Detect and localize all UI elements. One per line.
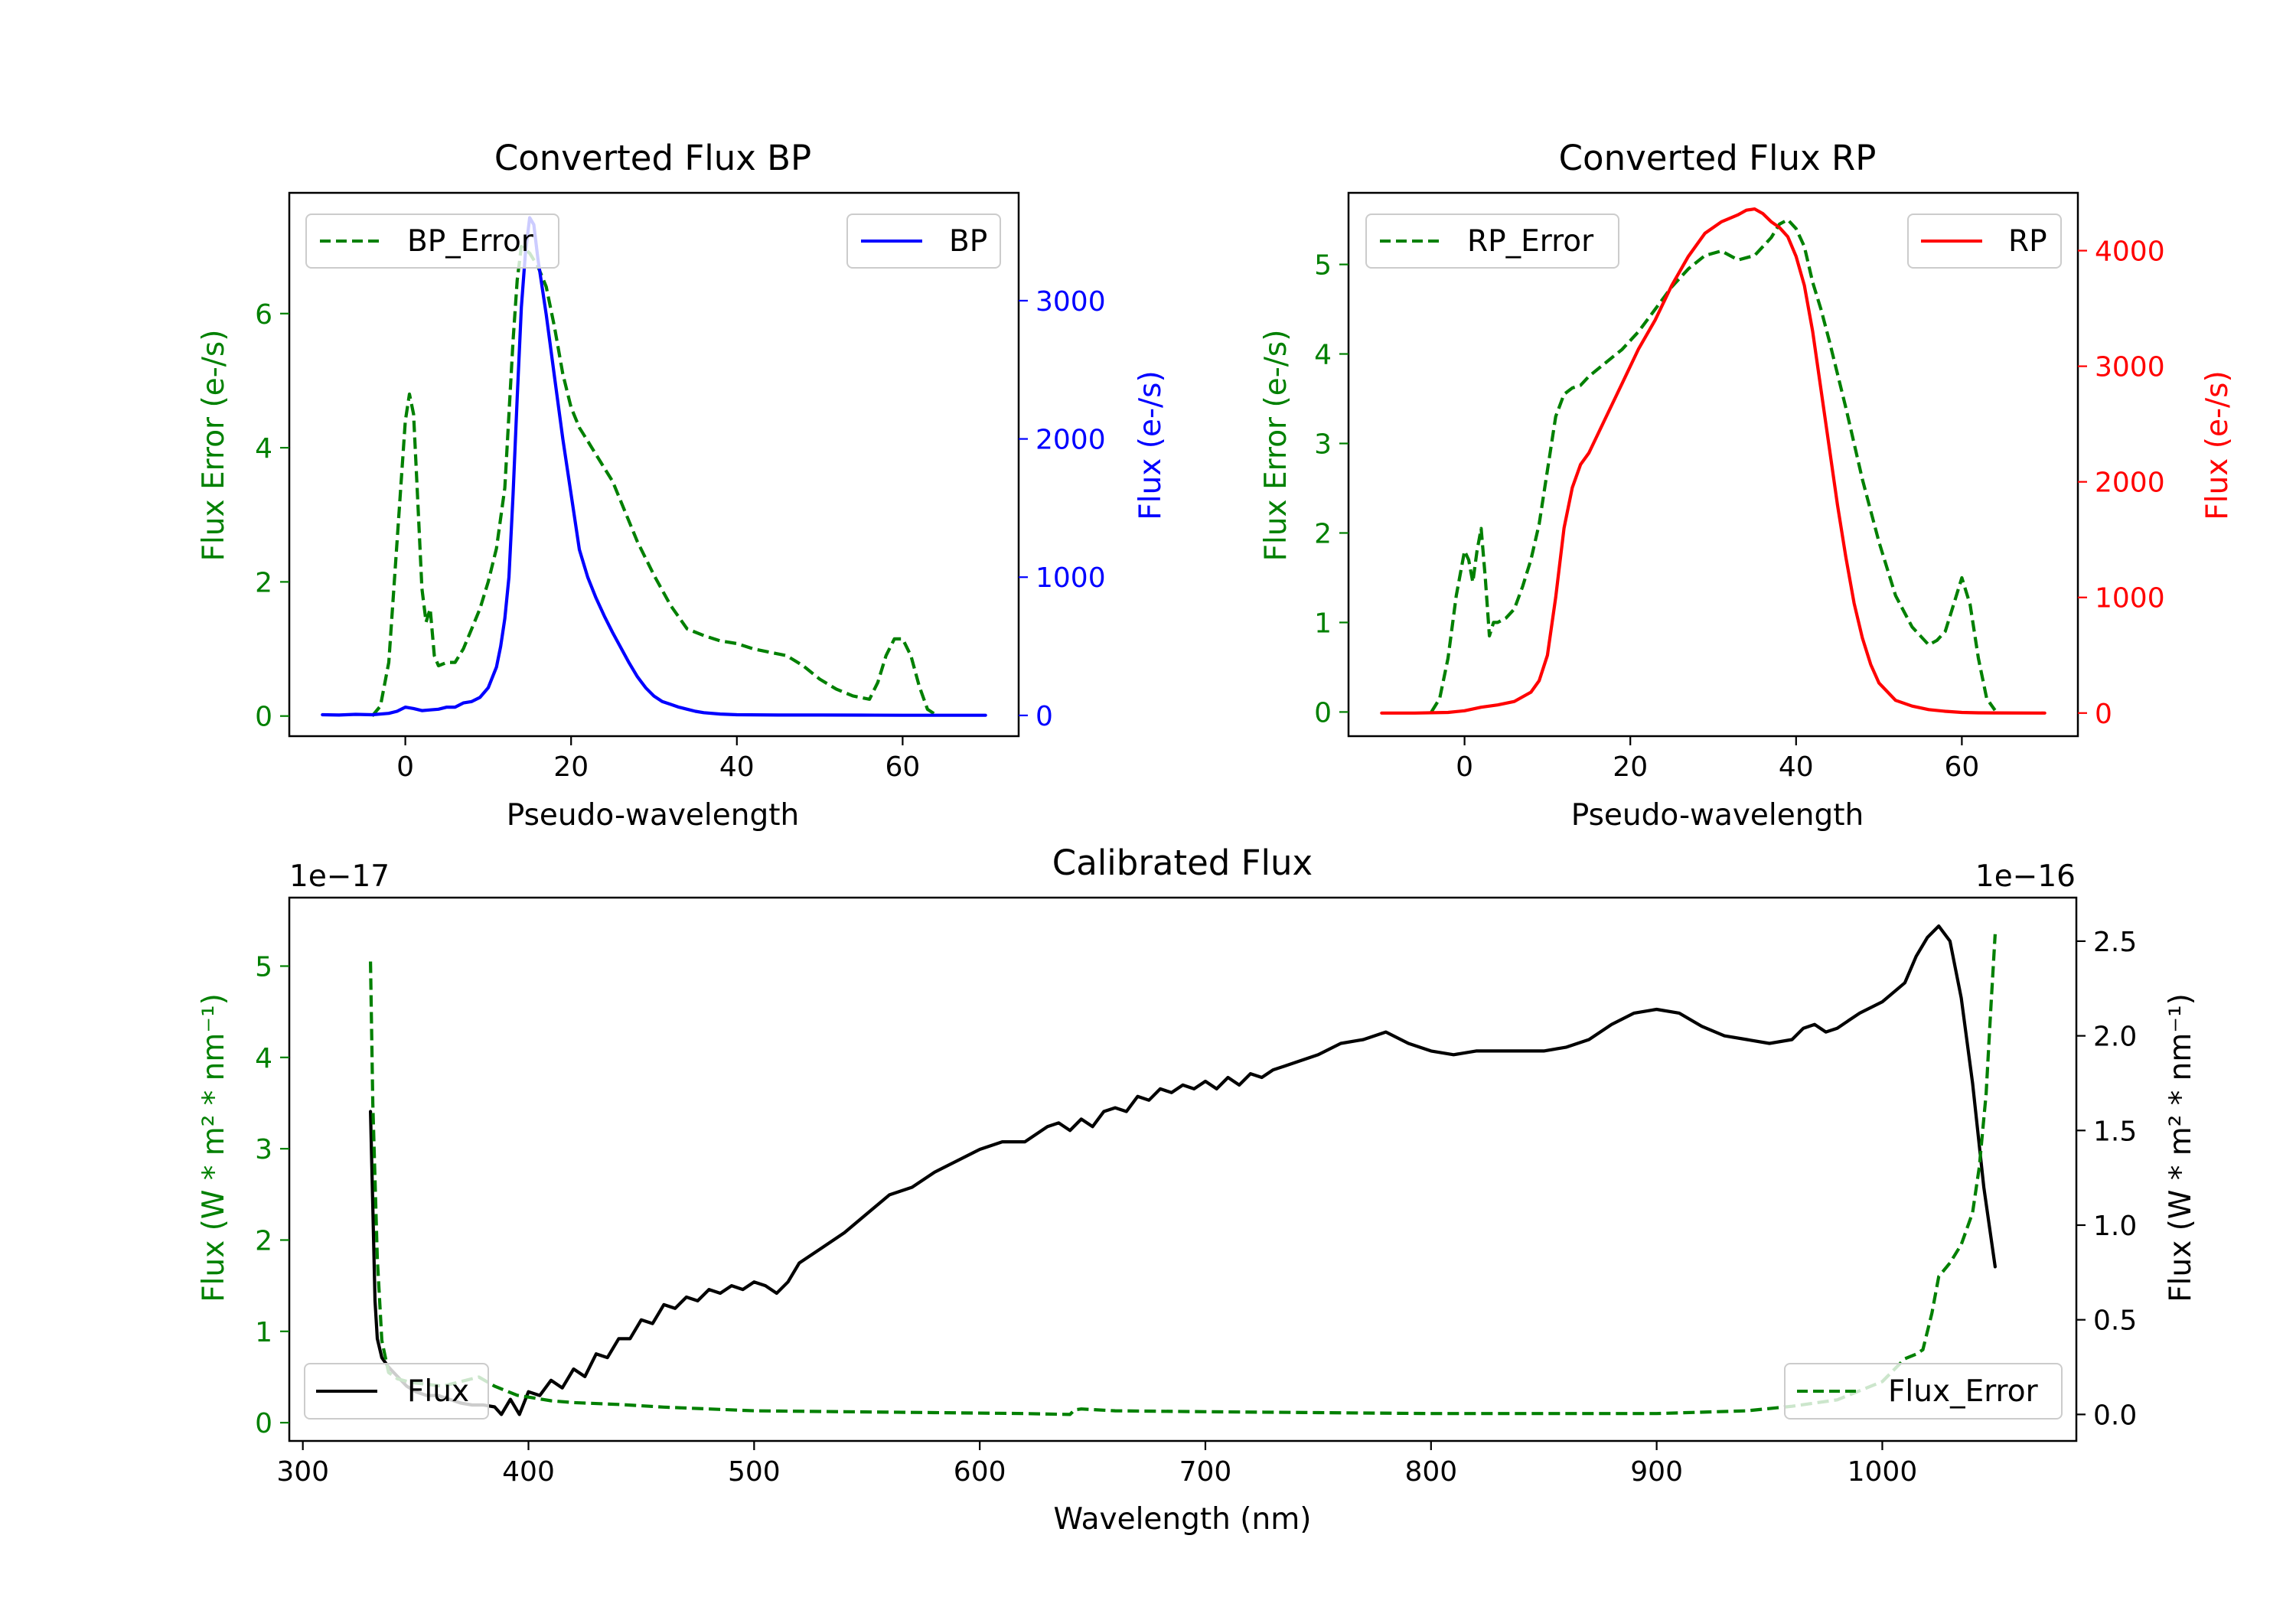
rp-ytick-right-label: 1000 [2095,583,2165,614]
cal-xtick-label: 400 [502,1456,555,1488]
bp-xlabel: Pseudo-wavelength [507,798,799,833]
cal-ytick-left-label: 1 [255,1317,272,1348]
rp-series-rp [1380,207,2047,715]
rp-series-rp-error [1430,218,1997,713]
rp-ytick-left-label: 2 [1314,518,1332,549]
cal-xtick-label: 700 [1179,1456,1232,1488]
cal-title: Calibrated Flux [1052,843,1313,883]
bp-xtick-label: 40 [719,751,755,783]
cal-legend-error-label: Flux_Error [1888,1374,2039,1409]
cal-ytick-right-label: 2.5 [2093,927,2137,958]
cal-ytick-left-label: 3 [255,1134,272,1165]
bp-legend-error-box [305,214,559,269]
rp-legend-error-label: RP_Error [1467,224,1594,259]
cal-ylabel-left: Flux (W * m² * nm⁻¹) [197,993,231,1302]
rp-ytick-left-label: 1 [1314,608,1332,639]
cal-xtick-label: 900 [1630,1456,1683,1488]
rp-ytick-left-label: 4 [1314,340,1332,371]
cal-ytick-left-label: 0 [255,1408,272,1439]
rp-title: Converted Flux RP [1559,138,1877,178]
rp-plot-area: 0 20 40 60 0 1 2 3 4 5 0 1000 2000 3000 4000 [1314,191,2165,783]
bp-ytick-left-label: 6 [255,299,272,331]
cal-legend-error-box [1784,1363,2063,1420]
cal-offset-left: 1e−17 [289,859,390,894]
rp-legend-error: RP_Error [1365,214,1619,269]
cal-legend-error: Flux_Error [1784,1363,2063,1420]
bp-legend-error-label: BP_Error [407,224,534,259]
bp-legend-flux: BP [846,214,1001,269]
cal-legend-flux-box [304,1363,489,1420]
cal-legend-flux: Flux [304,1363,489,1420]
cal-ytick-right-label: 0.5 [2093,1305,2137,1337]
bp-ytick-left-label: 4 [255,433,272,464]
rp-ytick-right-label: 3000 [2095,352,2165,383]
rp-ytick-left-label: 5 [1314,250,1332,282]
cal-ylabel-right: Flux (W * m² * nm⁻¹) [2164,993,2198,1302]
rp-ytick-right-label: 4000 [2095,236,2165,268]
cal-plot-area: 300 400 500 600 700 800 900 1000 0 1 2 3 4 5 0.0 0.5 1.0… [255,896,2137,1488]
cal-offset-right: 1e−16 [1975,859,2076,894]
cal-xtick-label: 600 [954,1456,1006,1488]
bp-ytick-right-label: 2000 [1035,425,1106,456]
bp-legend-error: BP_Error [305,214,559,269]
bp-title: Converted Flux BP [494,138,811,178]
rp-legend-flux: RP [1907,214,2062,269]
bp-xtick-label: 0 [396,751,414,783]
rp-xtick-label: 40 [1779,751,1814,783]
rp-ylabel-right: Flux (e-/s) [2200,370,2235,520]
cal-ytick-right-label: 1.0 [2093,1211,2137,1242]
rp-ytick-left-label: 3 [1314,429,1332,461]
cal-ytick-left-label: 2 [255,1225,272,1257]
bp-ylabel-right: Flux (e-/s) [1133,370,1168,520]
bp-legend-flux-box [846,214,1001,269]
rp-xtick-label: 0 [1456,751,1473,783]
bp-ytick-right-label: 3000 [1035,286,1106,318]
cal-ytick-right-label: 1.5 [2093,1116,2137,1147]
cal-ytick-left-label: 4 [255,1043,272,1074]
rp-ytick-right-label: 0 [2095,699,2112,730]
cal-legend-flux-label: Flux [407,1374,469,1409]
bp-ylabel-left: Flux Error (e-/s) [197,330,231,562]
rp-xlabel: Pseudo-wavelength [1571,798,1864,833]
rp-legend-flux-box [1907,214,2062,269]
cal-series-flux-error [369,934,1997,1416]
cal-xtick-label: 500 [728,1456,781,1488]
bp-ytick-left-label: 2 [255,567,272,598]
cal-ytick-left-label: 5 [255,951,272,983]
bp-series-bp [321,216,987,717]
bp-legend-flux-label: BP [949,224,987,259]
bp-series-bp-error [370,245,937,718]
cal-xlabel: Wavelength (nm) [1054,1502,1312,1537]
bp-ytick-right-label: 0 [1035,701,1053,732]
bp-panel: Converted Flux BP 0 20 40 60024601000200030… [197,138,1168,833]
cal-xtick-label: 300 [276,1456,329,1488]
bp-xtick-label: 20 [553,751,589,783]
bp-ytick-left-label: 0 [255,702,272,733]
rp-xtick-label: 20 [1613,751,1648,783]
rp-legend-flux-label: RP [2008,224,2047,259]
rp-ytick-left-label: 0 [1314,697,1332,729]
bp-xtick-label: 60 [885,751,920,783]
bp-axes-frame [288,191,1020,738]
bp-ytick-right-label: 1000 [1035,562,1106,594]
rp-xtick-label: 60 [1944,751,1979,783]
cal-xtick-label: 1000 [1848,1456,1918,1488]
rp-ylabel-left: Flux Error (e-/s) [1259,330,1293,562]
cal-ytick-right-label: 0.0 [2093,1400,2137,1431]
rp-ytick-right-label: 2000 [2095,468,2165,499]
rp-panel: Converted Flux RP 0 20 40 60 0 1 2 3 4 5 0 1000 2000… [1259,138,2235,833]
rp-legend-error-box [1365,214,1619,269]
cal-xtick-label: 800 [1404,1456,1457,1488]
rp-axes-frame [1347,191,2079,738]
cal-ytick-right-label: 2.0 [2093,1022,2137,1053]
cal-panel: Calibrated Flux 1e−17 1e−16 300 400 500 600… [197,843,2198,1537]
cal-series-flux [369,924,1997,1416]
cal-axes-frame [288,896,2078,1442]
